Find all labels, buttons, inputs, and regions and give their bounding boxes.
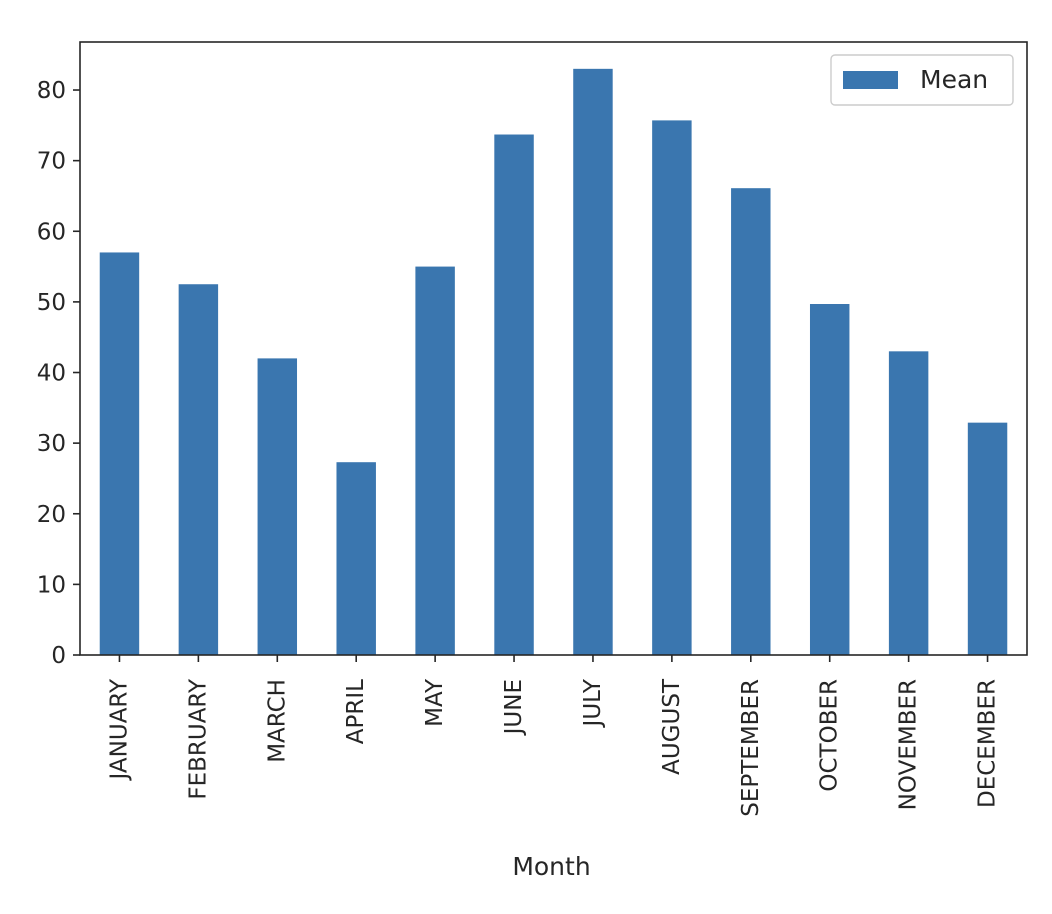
bar-january <box>99 252 140 655</box>
legend: Mean <box>830 54 1014 106</box>
x-axis: JANUARY FEBRUARY MARCH APRIL MAY JUNE JULY AUGU… <box>106 655 1001 817</box>
bar-april <box>336 462 376 655</box>
y-tick-label: 70 <box>37 149 66 175</box>
bar-march <box>257 358 298 655</box>
bar-may <box>415 266 455 655</box>
y-tick-label: 30 <box>37 431 66 457</box>
bar-july <box>573 68 613 655</box>
x-tick-label-december: DECEMBER <box>975 679 1001 808</box>
bar-june <box>494 134 534 655</box>
y-axis: 0 10 20 30 40 50 60 70 80 <box>37 78 80 669</box>
legend-box <box>830 54 1014 106</box>
x-tick-label-may: MAY <box>422 678 448 727</box>
bar-august <box>652 120 692 655</box>
x-tick-label-july: JULY <box>580 678 606 728</box>
bar-december <box>967 422 1008 655</box>
x-tick-label-november: NOVEMBER <box>896 679 922 810</box>
y-tick-label: 60 <box>37 219 66 245</box>
y-tick-label: 20 <box>37 502 66 528</box>
x-tick-label-september: SEPTEMBER <box>738 679 764 817</box>
y-tick-label: 80 <box>37 78 66 104</box>
x-axis-label: Month <box>512 852 590 881</box>
bar-october <box>809 304 850 655</box>
legend-swatch <box>843 71 898 89</box>
legend-label-mean: Mean <box>920 65 988 94</box>
plot-frame <box>79 41 1028 656</box>
x-tick-label-june: JUNE <box>501 679 527 736</box>
x-tick-label-february: FEBRUARY <box>185 678 211 800</box>
x-tick-label-october: OCTOBER <box>817 679 843 792</box>
bar-september <box>731 188 771 655</box>
y-tick-label: 40 <box>37 361 66 387</box>
x-tick-label-august: AUGUST <box>659 678 685 775</box>
bars-group <box>99 68 1008 655</box>
y-tick-label: 0 <box>51 643 66 669</box>
x-tick-label-january: JANUARY <box>106 678 132 781</box>
bar-february <box>178 284 219 655</box>
y-tick-label: 10 <box>37 572 66 598</box>
bar-november <box>888 351 929 655</box>
y-tick-label: 50 <box>37 290 66 316</box>
x-tick-label-march: MARCH <box>264 679 290 763</box>
x-tick-label-april: APRIL <box>343 679 369 744</box>
